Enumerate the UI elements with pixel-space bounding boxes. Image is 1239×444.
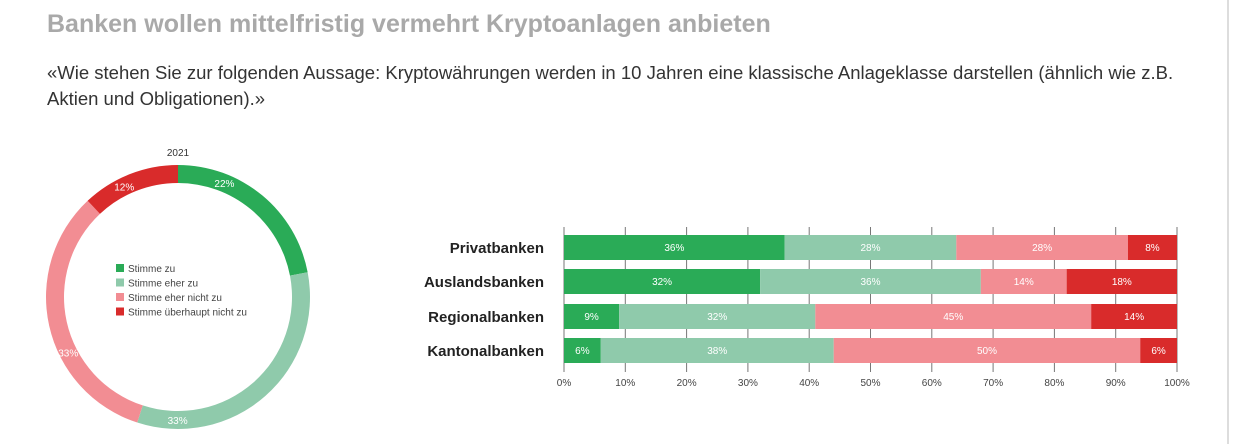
- category-label: Kantonalbanken: [427, 343, 544, 360]
- bar-segment: [1066, 269, 1177, 294]
- bar-value-label: 36%: [860, 277, 880, 288]
- bar-segment: [784, 235, 957, 260]
- bar-segment: [815, 304, 1092, 329]
- x-tick-label: 60%: [922, 378, 942, 389]
- donut-slice: [137, 272, 311, 430]
- x-tick-label: 100%: [1164, 378, 1190, 389]
- donut-slice: [178, 165, 308, 276]
- legend-swatch: [116, 293, 124, 301]
- category-label: Auslandsbanken: [424, 274, 544, 291]
- question-text: «Wie stehen Sie zur folgenden Aussage: K…: [47, 62, 1174, 109]
- donut-slice: [45, 200, 143, 423]
- bar-value-label: 14%: [1124, 312, 1144, 323]
- bar-segment: [980, 269, 1067, 294]
- bar-segment: [564, 304, 620, 329]
- x-tick-label: 80%: [1044, 378, 1064, 389]
- bar-segment: [600, 338, 834, 363]
- x-tick-label: 70%: [983, 378, 1003, 389]
- bar-value-label: 36%: [664, 243, 684, 254]
- legend-swatch: [116, 278, 124, 287]
- bar-segment: [1127, 235, 1177, 260]
- legend-label: Stimme zu: [128, 264, 175, 275]
- bar-value-label: 38%: [707, 346, 727, 357]
- legend-label: Stimme überhaupt nicht zu: [128, 308, 247, 319]
- bar-value-label: 6%: [575, 346, 590, 357]
- donut-slice-label: 33%: [168, 416, 188, 427]
- donut-title: 2021: [167, 148, 190, 159]
- bar-value-label: 8%: [1145, 243, 1160, 254]
- bar-value-label: 50%: [977, 346, 997, 357]
- x-tick-label: 0%: [557, 378, 572, 389]
- bar-value-label: 6%: [1151, 346, 1166, 357]
- donut-slice-label: 33%: [58, 349, 78, 360]
- donut-slice: [87, 165, 178, 214]
- bar-segment: [564, 338, 601, 363]
- bar-value-label: 28%: [1032, 243, 1052, 254]
- bar-value-label: 14%: [1014, 277, 1034, 288]
- donut-slice-label: 22%: [214, 179, 234, 190]
- bar-segment: [760, 269, 981, 294]
- bar-segment: [1091, 304, 1177, 329]
- bar-value-label: 18%: [1112, 277, 1132, 288]
- legend-swatch: [116, 264, 124, 272]
- legend-label: Stimme eher nicht zu: [128, 293, 222, 304]
- x-tick-label: 30%: [738, 378, 758, 389]
- x-tick-label: 40%: [799, 378, 819, 389]
- legend-label: Stimme eher zu: [128, 279, 198, 290]
- page-title: Banken wollen mittelfristig vermehrt Kry…: [47, 10, 771, 38]
- donut-slice-label: 12%: [114, 182, 134, 193]
- bar-value-label: 9%: [584, 312, 599, 323]
- bar-segment: [564, 269, 761, 294]
- x-tick-label: 90%: [1106, 378, 1126, 389]
- category-label: Regionalbanken: [428, 309, 544, 326]
- category-label: Privatbanken: [450, 240, 544, 257]
- bar-value-label: 32%: [707, 312, 727, 323]
- bar-value-label: 28%: [860, 243, 880, 254]
- x-tick-label: 50%: [860, 378, 880, 389]
- bar-segment: [1140, 338, 1177, 363]
- bar-segment: [956, 235, 1128, 260]
- bar-segment: [619, 304, 816, 329]
- bar-value-label: 32%: [652, 277, 672, 288]
- x-tick-label: 10%: [615, 378, 635, 389]
- bar-segment: [833, 338, 1141, 363]
- divider: [1227, 0, 1229, 444]
- legend-swatch: [116, 307, 124, 316]
- bar-value-label: 45%: [943, 312, 963, 323]
- bar-segment: [564, 235, 785, 260]
- x-tick-label: 20%: [677, 378, 697, 389]
